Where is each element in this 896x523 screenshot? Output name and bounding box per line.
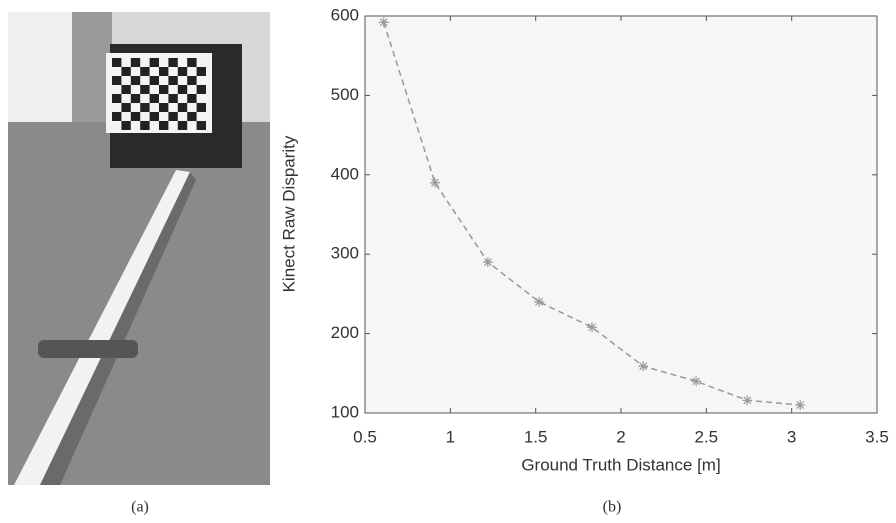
checker-square [177,67,188,76]
data-marker [378,17,389,28]
checker-square [187,112,197,121]
caption: (b) [603,499,622,516]
checker-square [196,85,206,94]
y-tick-label: 100 [331,402,359,421]
checker-square [168,112,178,121]
x-tick-label: 0.5 [353,427,377,446]
checker-square [140,103,150,112]
checker-square [140,121,150,130]
checker-square [112,58,122,67]
data-marker [638,361,649,372]
data-marker [482,257,493,268]
checker-square [140,67,150,76]
checker-square [130,112,141,121]
y-tick-label: 200 [331,323,359,342]
checker-square [159,85,169,94]
x-tick-label: 3.5 [865,427,889,446]
checker-square [149,58,159,67]
data-marker [586,322,597,333]
checker-square [112,112,122,121]
y-tick-label: 300 [331,244,359,263]
checker-square [196,67,206,76]
checker-square [196,121,206,130]
checker-square [112,76,122,85]
x-tick-label: 3 [787,427,796,446]
checker-square [196,103,206,112]
caption: (a) [131,499,149,516]
checker-square [187,58,197,67]
checker-square [149,76,159,85]
checker-square [159,67,169,76]
photo [8,12,270,485]
data-marker [795,400,806,411]
x-axis-label: Ground Truth Distance [m] [521,455,720,474]
y-tick-label: 500 [331,85,359,104]
y-tick-label: 600 [331,5,359,24]
checker-square [168,76,178,85]
checker-square [149,112,159,121]
checker-square [168,94,178,103]
checker-square [130,76,141,85]
checker-square [168,58,178,67]
data-marker [691,376,702,387]
x-tick-label: 2 [616,427,625,446]
data-marker [534,296,545,307]
checker-square [121,67,131,76]
checker-square [177,103,188,112]
plot-frame [364,15,878,414]
checker-square [112,94,122,103]
y-tick-label: 400 [331,164,359,183]
checker-square [140,85,150,94]
checker-square [177,85,188,94]
checker-square [121,103,131,112]
x-tick-label: 1 [446,427,455,446]
checker-square [177,121,188,130]
data-line [383,22,801,406]
checker-square [159,121,169,130]
checkerboard [112,58,206,130]
y-axis-label: Kinect Raw Disparity [279,135,298,292]
checker-square [130,58,141,67]
x-tick-label: 1.5 [524,427,548,446]
checker-square [187,76,197,85]
checker-square [187,94,197,103]
checker-square [130,94,141,103]
checker-square [121,121,131,130]
x-tick-label: 2.5 [695,427,719,446]
checker-square [121,85,131,94]
data-marker [742,395,753,406]
checker-square [159,103,169,112]
data-marker [429,177,440,188]
checker-square [149,94,159,103]
